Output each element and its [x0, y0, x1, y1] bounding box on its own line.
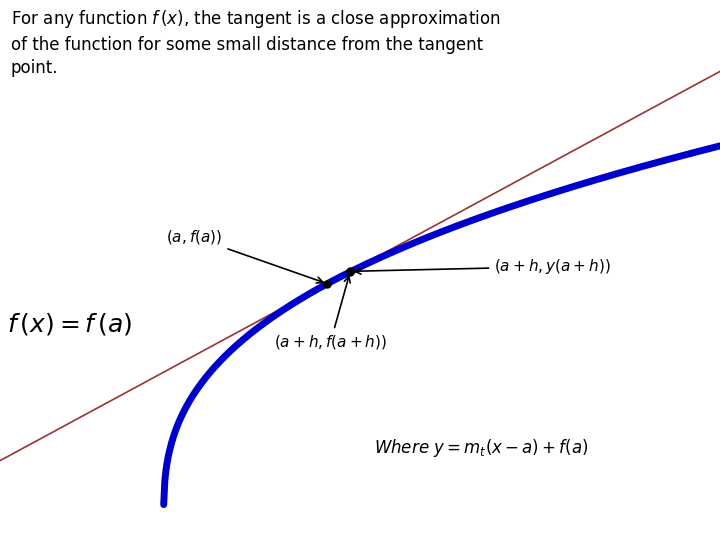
Text: $(a, f(a))$: $(a, f(a))$: [166, 228, 323, 283]
Text: $(a+h, f(a+h))$: $(a+h, f(a+h))$: [274, 276, 387, 351]
Text: $f\,(x)= f\,(a)$: $f\,(x)= f\,(a)$: [7, 311, 132, 337]
Text: Where $y = m_t(x - a) + f(a)$: Where $y = m_t(x - a) + f(a)$: [374, 437, 589, 459]
Text: For any function $f\,(x)$, the tangent is a close approximation
of the function : For any function $f\,(x)$, the tangent i…: [11, 8, 500, 77]
Text: $(a+h, y(a+h))$: $(a+h, y(a+h))$: [355, 257, 611, 276]
